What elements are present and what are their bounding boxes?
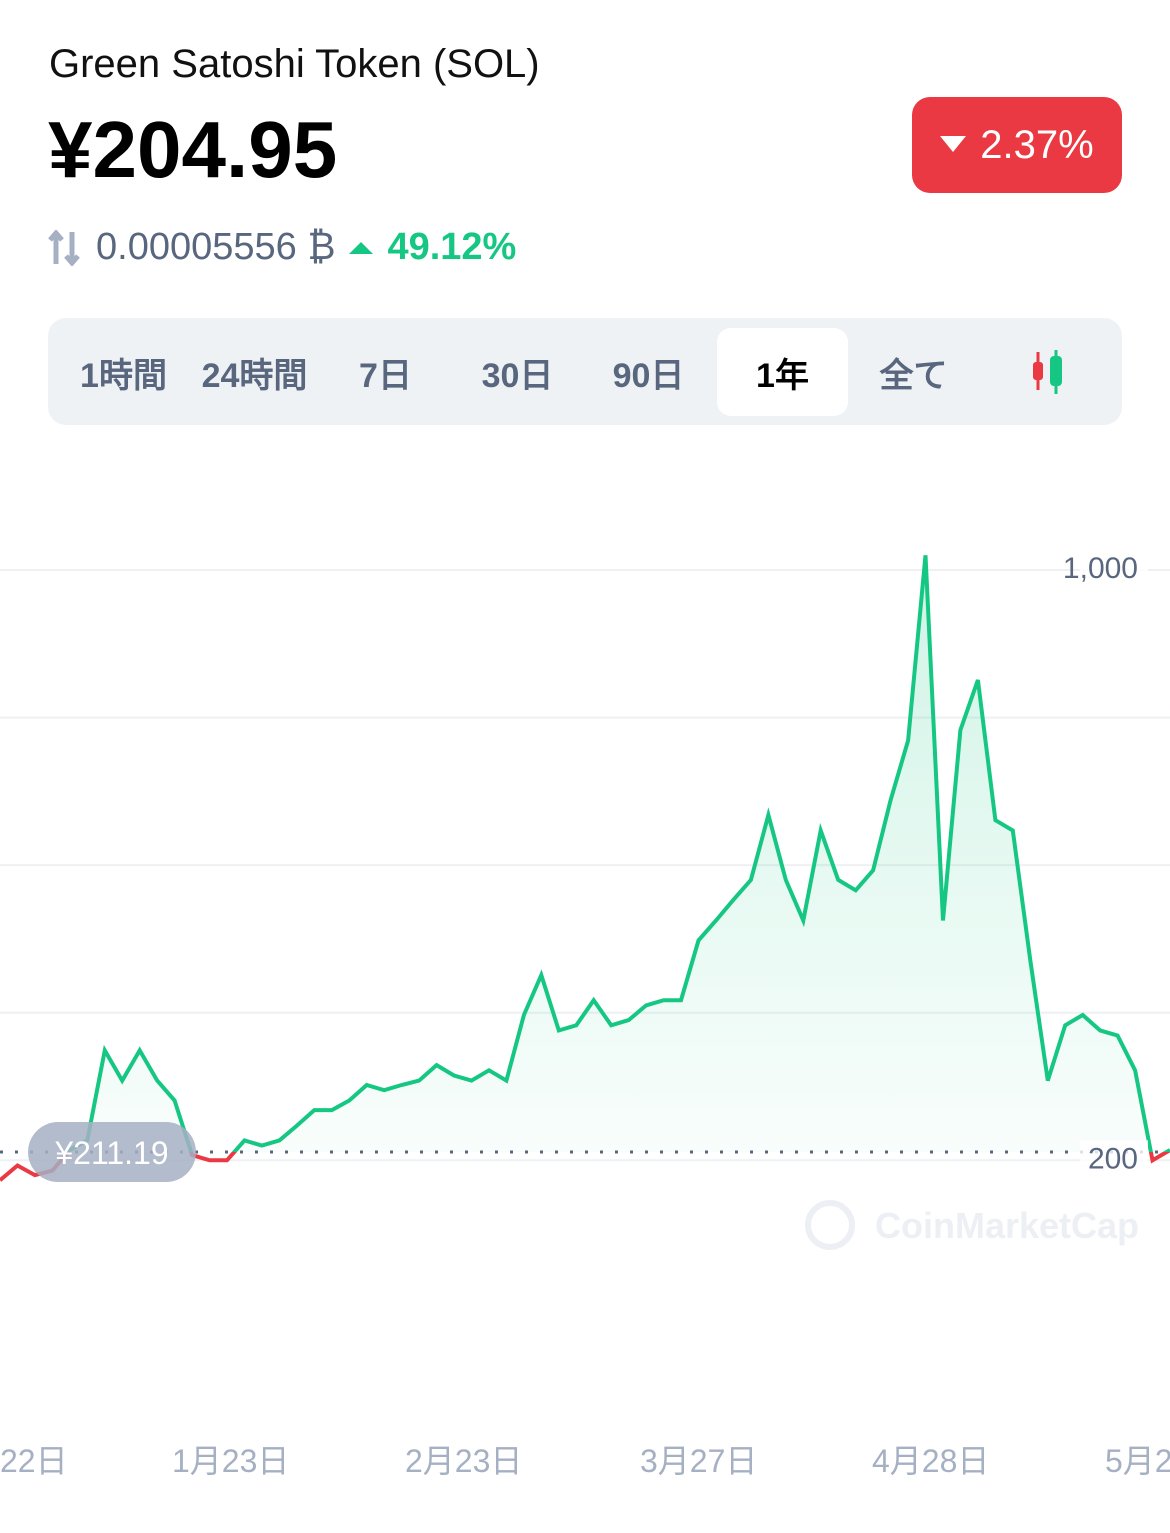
range-tabs: 1時間 24時間 7日 30日 90日 1年 全て xyxy=(48,318,1122,425)
change-badge: 2.37% xyxy=(912,97,1122,193)
x-tick-label: 1月23日 xyxy=(172,1443,289,1479)
btc-price: 0.00005556 ₿ xyxy=(96,226,336,268)
watermark-logo xyxy=(805,1200,855,1250)
x-tick-label: 2月23日 xyxy=(405,1443,522,1479)
btc-change: 49.12% xyxy=(387,226,517,268)
range-tab[interactable]: 1時間 xyxy=(80,356,167,395)
x-tick-label: 3月27日 xyxy=(640,1443,757,1479)
price: ¥204.95 xyxy=(48,105,338,194)
reference-pill xyxy=(28,1122,196,1183)
btc-row: 0.00005556 ₿ 49.12% xyxy=(48,226,516,269)
y-tick-label: 1,000 xyxy=(1063,552,1138,585)
range-tab[interactable]: 30日 xyxy=(481,356,554,395)
price-area xyxy=(68,555,1170,1153)
y-label-bg xyxy=(1080,550,1148,585)
price-chart: CoinMarketCap ¥211.19 1,000 200 22日 1月23日 2月23… xyxy=(0,550,1170,1479)
watermark: CoinMarketCap xyxy=(875,1205,1139,1246)
change-value: 2.37% xyxy=(980,122,1094,167)
x-tick-label: 4月28日 xyxy=(872,1443,989,1479)
range-tab[interactable]: 24時間 xyxy=(201,356,308,395)
up-arrow xyxy=(349,241,374,254)
price-line-up xyxy=(65,555,1170,1153)
range-tab[interactable]: 90日 xyxy=(612,356,685,395)
y-tick-label: 200 xyxy=(1088,1142,1138,1175)
range-tab[interactable]: 全て xyxy=(879,356,948,395)
down-arrow xyxy=(940,136,967,152)
swap-icon xyxy=(48,229,80,266)
coin-title: Green Satoshi Token (SOL) xyxy=(49,42,540,86)
y-label-bg xyxy=(1080,1140,1148,1175)
candle-toggle[interactable] xyxy=(1028,348,1068,396)
x-tick-label: 5月2 xyxy=(1105,1443,1170,1479)
x-tick-label: 22日 xyxy=(0,1443,68,1479)
range-tab[interactable]: 7日 xyxy=(359,356,412,395)
range-tab[interactable]: 1年 xyxy=(717,328,848,416)
reference-label: ¥211.19 xyxy=(54,1135,168,1171)
